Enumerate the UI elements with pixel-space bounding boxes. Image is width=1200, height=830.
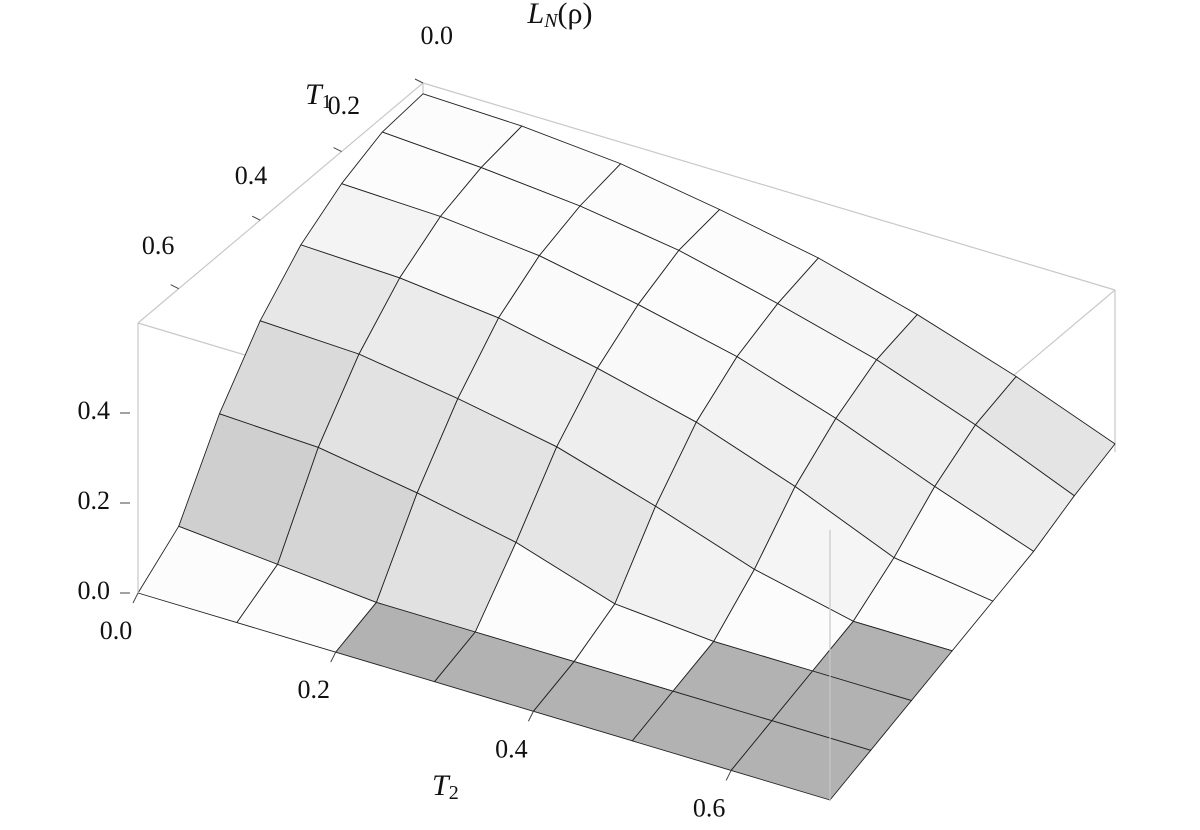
z-label-sub: N (543, 10, 559, 32)
z-axis-label: LN(ρ) (527, 0, 593, 32)
x-tick (330, 651, 337, 663)
z-tick-label: 0.0 (78, 576, 111, 605)
z-tick-label: 0.2 (78, 486, 111, 515)
box-edge (137, 82, 424, 324)
y-label-main: T (305, 78, 324, 111)
x-tick-label: 0.2 (297, 675, 330, 704)
y-label-sub: 1 (322, 91, 332, 113)
y-tick-label: 0.2 (328, 91, 361, 120)
y-tick-label: 0.4 (235, 161, 268, 190)
x-tick (725, 770, 732, 781)
y-tick (333, 147, 342, 153)
x-tick (132, 592, 139, 604)
z-label-tail: (ρ) (558, 0, 593, 30)
box-edge (422, 82, 1116, 291)
x-tick-label: 0.0 (100, 616, 133, 645)
x-tick (527, 711, 534, 722)
x-axis-label: T2 (432, 769, 459, 804)
y-tick-label: 0.6 (142, 231, 175, 260)
x-label-sub: 2 (449, 782, 459, 804)
z-tick-label: 0.4 (78, 396, 111, 425)
y-tick (170, 284, 179, 290)
x-tick-label: 0.4 (495, 734, 528, 763)
y-axis-label: T1 (305, 78, 332, 113)
x-tick-label: 0.6 (693, 793, 726, 822)
z-label-main: L (527, 0, 545, 30)
y-tick (251, 215, 261, 221)
x-label-main: T (432, 769, 451, 802)
y-tick-label: 0.0 (421, 21, 454, 50)
y-tick (414, 78, 424, 84)
